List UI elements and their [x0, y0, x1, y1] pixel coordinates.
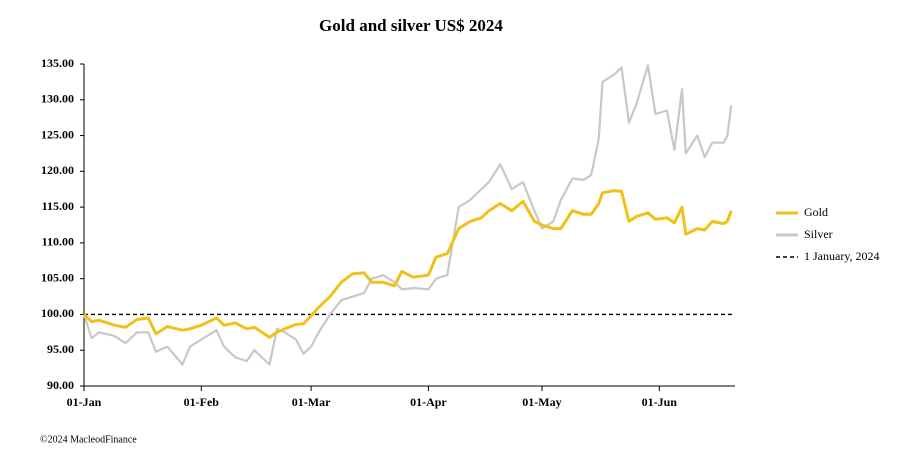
legend-label: 1 January, 2024 — [804, 249, 880, 263]
y-tick-label: 135.00 — [41, 56, 74, 70]
y-tick-label: 100.00 — [41, 306, 74, 320]
y-tick-label: 95.00 — [47, 342, 74, 356]
x-tick-label: 01-Jun — [642, 395, 678, 409]
legend-label: Gold — [804, 205, 828, 219]
legend-label: Silver — [804, 227, 833, 241]
series-line — [82, 64, 733, 366]
series-line — [82, 189, 733, 339]
x-tick-label: 01-Apr — [410, 395, 447, 409]
y-tick-label: 125.00 — [41, 127, 74, 141]
y-tick-label: 110.00 — [42, 235, 74, 249]
y-tick-label: 130.00 — [41, 92, 74, 106]
x-tick-label: 01-May — [522, 395, 561, 409]
x-tick-label: 01-Jan — [67, 395, 102, 409]
x-tick-label: 01-Feb — [184, 395, 220, 409]
x-tick-label: 01-Mar — [292, 395, 331, 409]
y-tick-label: 120.00 — [41, 163, 74, 177]
footnote: ©2024 MacleodFinance — [40, 434, 137, 445]
y-tick-label: 115.00 — [42, 199, 74, 213]
y-tick-label: 105.00 — [41, 270, 74, 284]
y-tick-label: 90.00 — [47, 378, 74, 392]
chart-title: Gold and silver US$ 2024 — [319, 16, 503, 35]
